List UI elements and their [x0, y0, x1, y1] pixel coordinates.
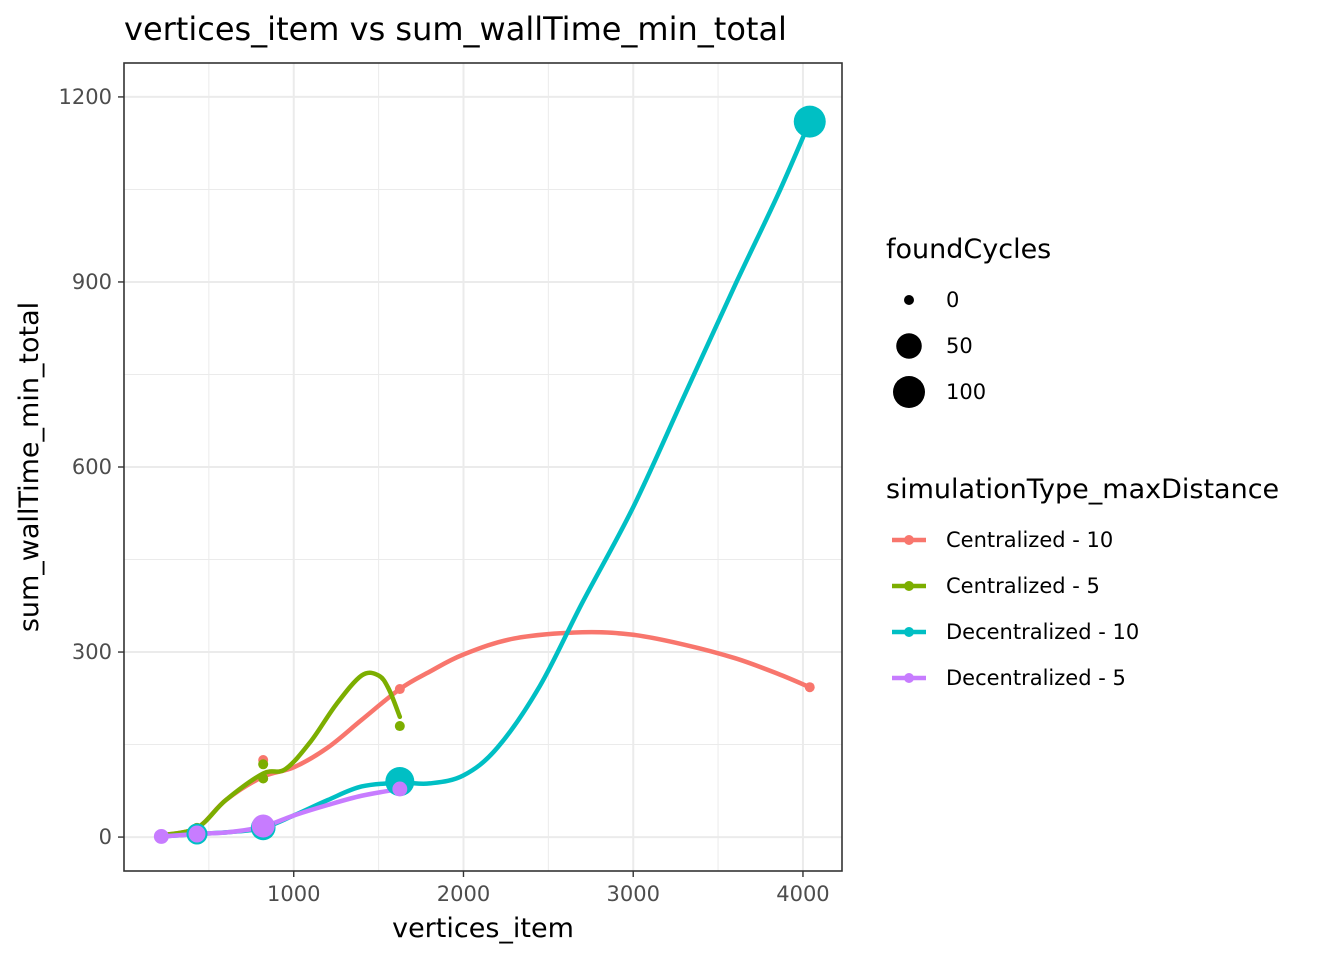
color-legend-dot [904, 673, 914, 683]
point-decentralized-5 [392, 781, 408, 797]
chart-title: vertices_item vs sum_wallTime_min_total [124, 10, 787, 48]
y-tick-label: 600 [72, 455, 112, 479]
y-axis-title: sum_wallTime_min_total [14, 302, 45, 632]
point-decentralized-5 [251, 814, 275, 838]
size-legend-label: 50 [946, 334, 973, 358]
size-legend-key [893, 376, 925, 408]
point-centralized-10 [394, 684, 405, 695]
y-tick-label: 1200 [59, 85, 112, 109]
x-tick-label: 1000 [267, 882, 320, 906]
color-legend-label: Centralized - 5 [946, 574, 1100, 598]
x-tick-label: 4000 [776, 882, 829, 906]
y-tick-label: 900 [72, 270, 112, 294]
size-legend-key [904, 295, 914, 305]
size-legend-title: foundCycles [886, 234, 1051, 265]
color-legend: simulationType_maxDistance Centralized -… [886, 474, 1279, 690]
x-tick-label: 2000 [437, 882, 490, 906]
y-axis: 0 300 600 900 1200 [59, 85, 124, 849]
grid-layer [124, 63, 842, 871]
color-legend-label: Centralized - 10 [946, 528, 1113, 552]
size-legend-label: 0 [946, 288, 959, 312]
size-legend-keys: 0 50 100 [893, 288, 986, 408]
color-legend-label: Decentralized - 10 [946, 620, 1139, 644]
x-axis: 1000 2000 3000 4000 [267, 871, 830, 906]
y-tick-label: 0 [99, 825, 112, 849]
color-legend-label: Decentralized - 5 [946, 666, 1126, 690]
x-tick-label: 3000 [606, 882, 659, 906]
line-centralized-5 [159, 670, 403, 838]
color-legend-dot [904, 535, 914, 545]
x-axis-title: vertices_item [392, 913, 574, 944]
color-legend-dot [904, 581, 914, 591]
color-legend-dot [904, 627, 914, 637]
size-legend-key [896, 333, 922, 359]
y-tick-label: 300 [72, 640, 112, 664]
color-legend-title: simulationType_maxDistance [886, 474, 1279, 505]
point-decentralized-5 [188, 825, 206, 843]
size-legend: foundCycles 0 50 100 [886, 234, 1051, 408]
point-decentralized-5 [153, 828, 169, 844]
data-points [153, 105, 826, 845]
point-centralized-5 [258, 759, 269, 770]
point-decentralized-10 [793, 105, 826, 138]
point-centralized-5 [394, 721, 405, 732]
size-legend-label: 100 [946, 380, 986, 404]
point-centralized-10 [804, 682, 815, 693]
point-centralized-5 [258, 773, 269, 784]
color-legend-keys: Centralized - 10 Centralized - 5 Decentral… [892, 528, 1139, 690]
